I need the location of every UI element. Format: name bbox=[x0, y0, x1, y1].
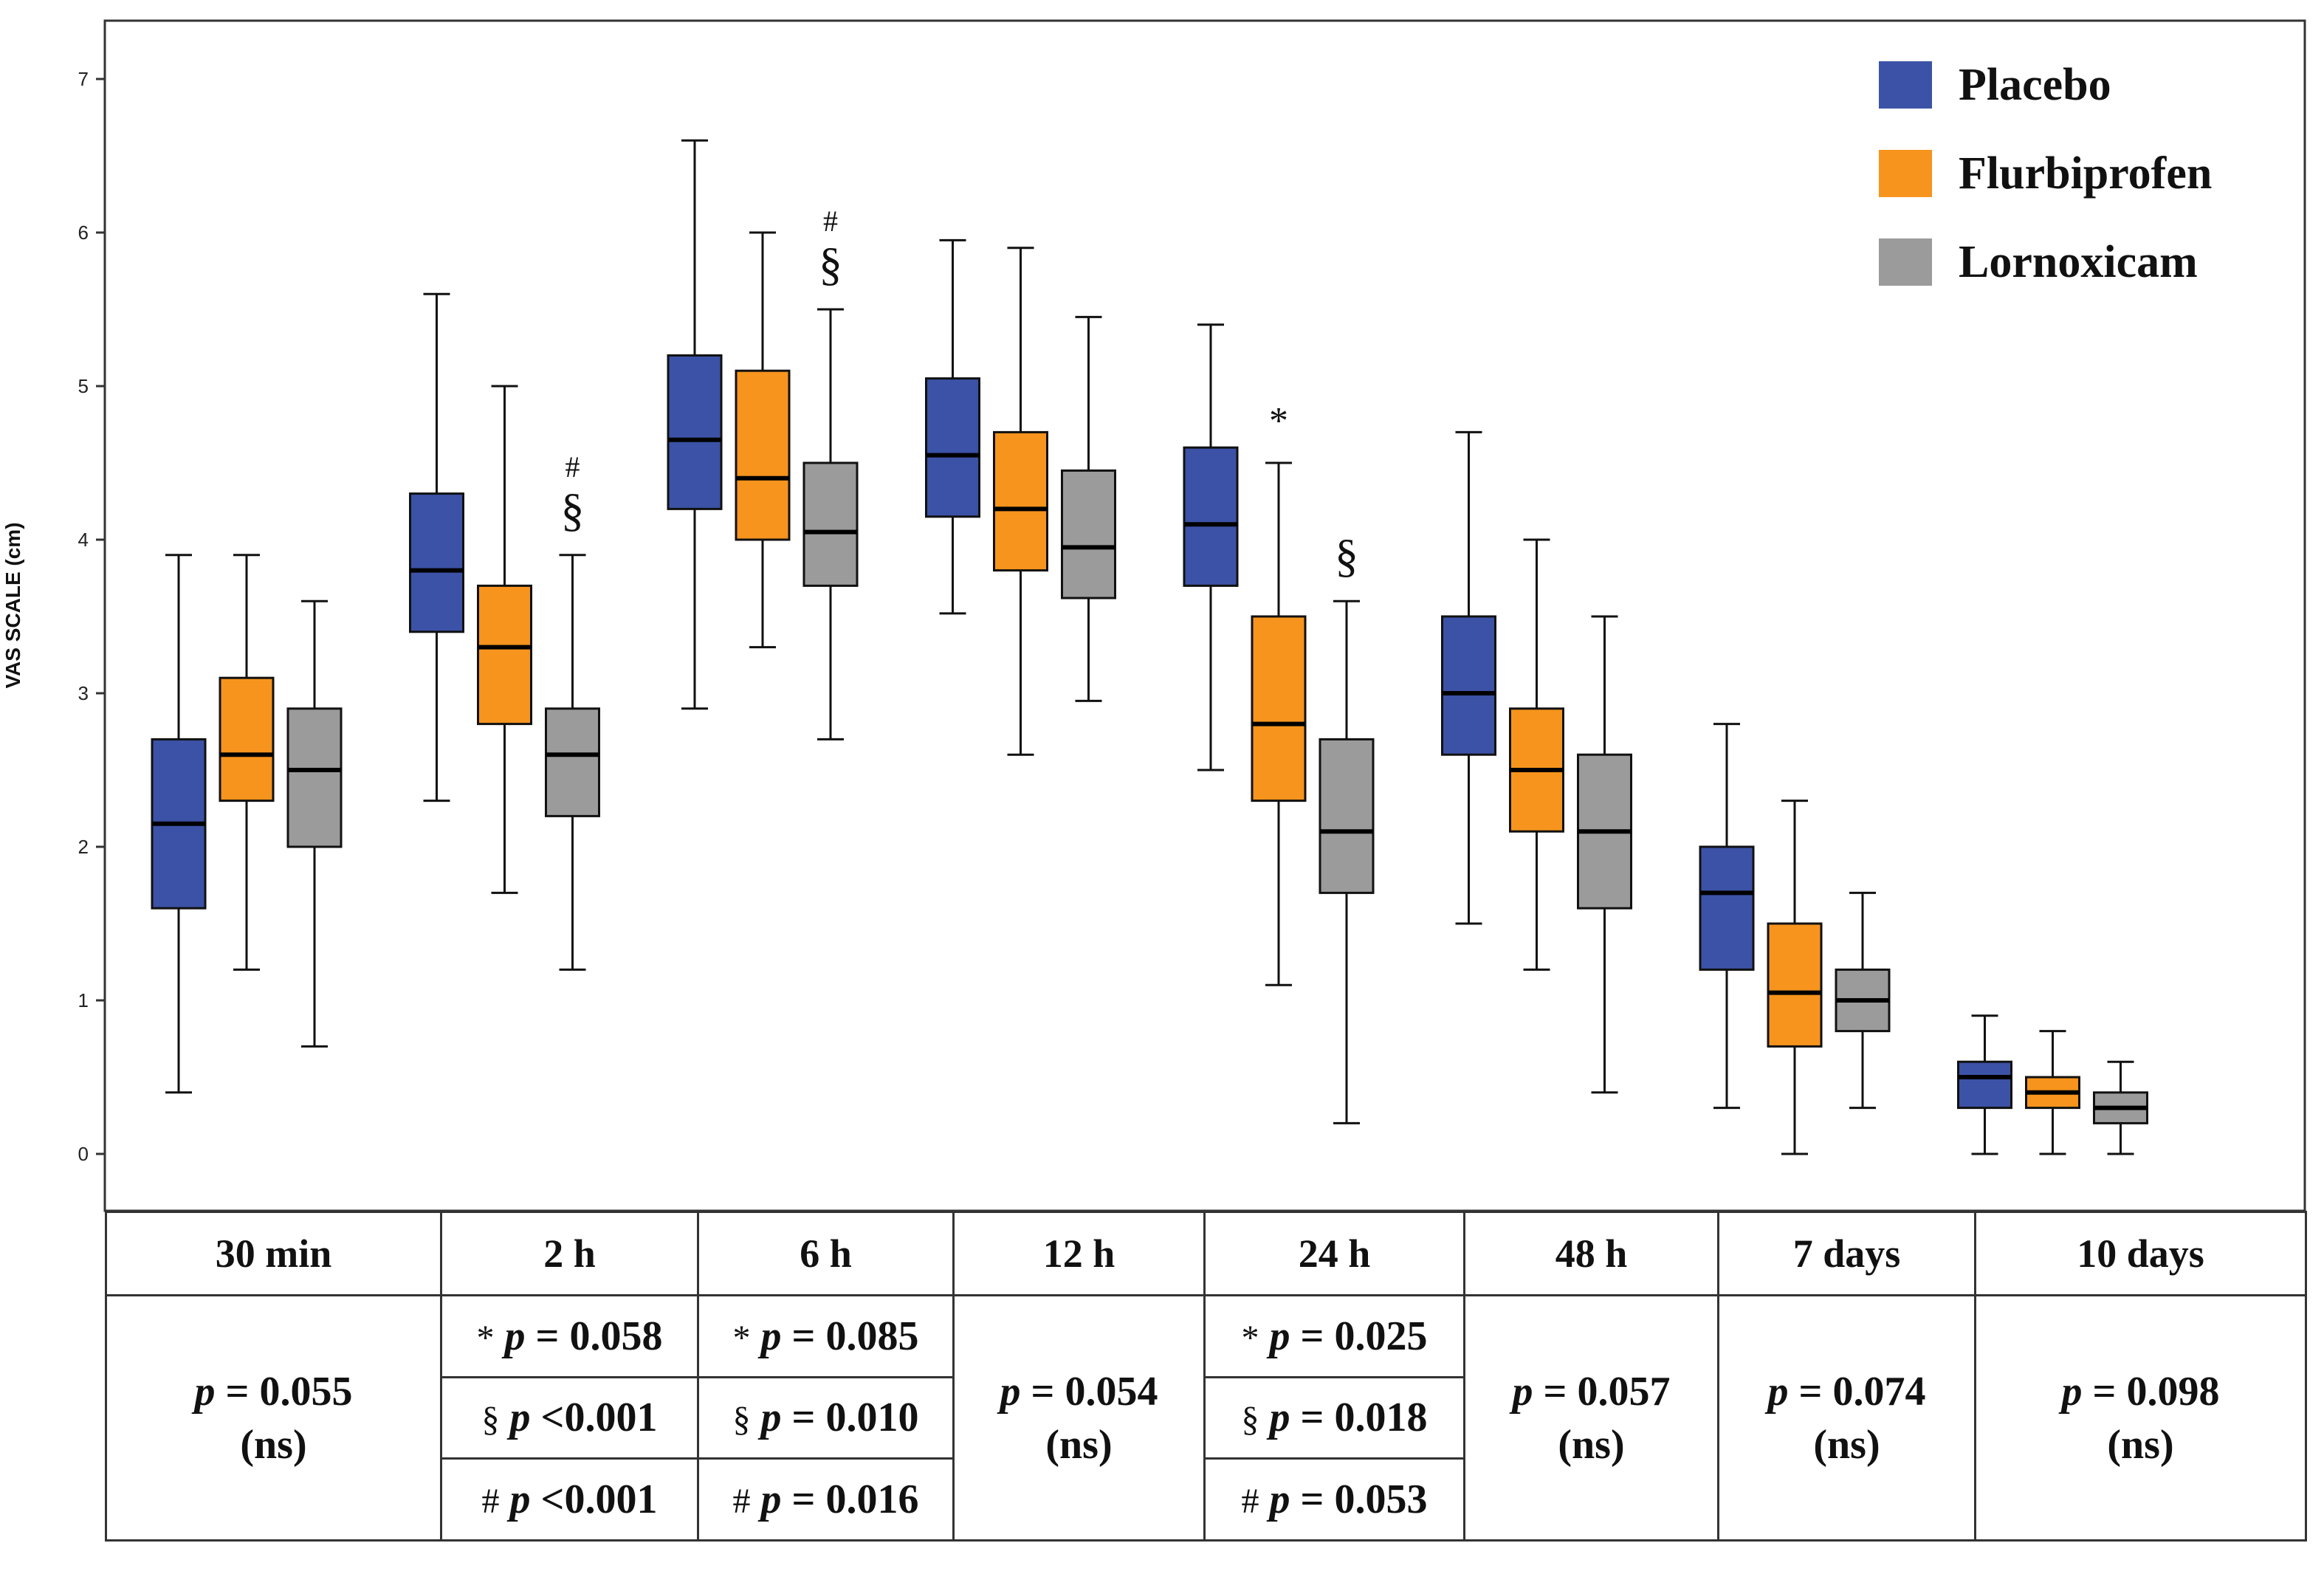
box-30min-lornoxicam bbox=[286, 707, 343, 848]
box-6h-flurbiprofen bbox=[735, 369, 791, 541]
pvalue-24h-star: * p = 0.025 bbox=[1203, 1294, 1465, 1378]
ns-12h: (ns) bbox=[1045, 1421, 1113, 1468]
table-row-3: # p <0.001 # p = 0.016 # p = 0.053 bbox=[106, 1457, 2306, 1542]
legend-item-lornoxicam: Lornoxicam bbox=[1879, 229, 2212, 295]
significance-marker: # bbox=[565, 450, 580, 484]
box-7days-flurbiprofen bbox=[1767, 922, 1823, 1048]
table-row-1: p = 0.055 (ns) * p = 0.058 * p = 0.085 p… bbox=[105, 1294, 2307, 1542]
pvalue-6h-star: * p = 0.085 bbox=[697, 1294, 955, 1378]
y-tick-label-3: 3 bbox=[78, 682, 89, 704]
box-24h-placebo bbox=[1183, 446, 1239, 587]
y-tick-label-6: 6 bbox=[78, 221, 89, 244]
box-48h-placebo bbox=[1441, 615, 1496, 756]
box-7days-placebo bbox=[1699, 845, 1755, 971]
header-10days: 10 days bbox=[1974, 1211, 2307, 1296]
chart-area: 0 1 2 3 4 5 6 7 § # § # * § bbox=[78, 19, 2306, 1212]
header-24h: 24 h bbox=[1203, 1211, 1465, 1296]
pvalue-cell-7days: p = 0.074 (ns) bbox=[1717, 1294, 1976, 1542]
legend-swatch-flurbiprofen bbox=[1879, 150, 1932, 197]
pvalue-cell-10days: p = 0.098 (ns) bbox=[1974, 1294, 2307, 1542]
pvalue-7days: = 0.074 bbox=[1798, 1368, 1926, 1415]
ns-7days: (ns) bbox=[1813, 1421, 1880, 1468]
box-30min-flurbiprofen bbox=[219, 676, 275, 803]
header-2h: 2 h bbox=[440, 1211, 699, 1296]
plot-frame bbox=[103, 19, 2306, 1212]
box-2h-placebo bbox=[409, 492, 464, 633]
pvalue-2h-star: * p = 0.058 bbox=[440, 1294, 699, 1378]
table-header-row: 30 min 2 h 6 h 12 h 24 h 48 h 7 days 10 … bbox=[105, 1211, 2307, 1296]
table-row-2: § p <0.001 § p = 0.010 § p = 0.018 bbox=[106, 1375, 2306, 1460]
y-tick-label-2: 2 bbox=[78, 836, 89, 858]
pvalue-6h-section: § p = 0.010 bbox=[697, 1375, 955, 1460]
pvalue-cell-48h: p = 0.057 (ns) bbox=[1463, 1294, 1719, 1542]
pvalue-24h-section: § p = 0.018 bbox=[1203, 1375, 1465, 1460]
ns-30min: (ns) bbox=[240, 1421, 307, 1468]
pvalue-48h: = 0.057 bbox=[1543, 1368, 1671, 1415]
header-48h: 48 h bbox=[1463, 1211, 1719, 1296]
box-6h-placebo bbox=[667, 354, 723, 510]
legend-item-placebo: Placebo bbox=[1879, 52, 2212, 118]
pvalue-2h-section: § p <0.001 bbox=[440, 1375, 699, 1460]
box-12h-lornoxicam bbox=[1061, 469, 1116, 599]
box-2h-flurbiprofen bbox=[477, 584, 532, 726]
pvalue-30min: = 0.055 bbox=[225, 1368, 353, 1415]
ns-48h: (ns) bbox=[1558, 1421, 1625, 1468]
y-tick-label-5: 5 bbox=[78, 375, 89, 397]
y-tick-label-1: 1 bbox=[78, 989, 89, 1011]
header-30min: 30 min bbox=[105, 1211, 442, 1296]
legend-label-flurbiprofen: Flurbiprofen bbox=[1959, 148, 2213, 199]
pvalue-24h-hash: # p = 0.053 bbox=[1203, 1457, 1465, 1542]
pvalue-cell-30min: p = 0.055 (ns) bbox=[105, 1294, 442, 1542]
pvalue-cell-12h: p = 0.054 (ns) bbox=[952, 1294, 1206, 1542]
box-2h-lornoxicam bbox=[545, 707, 600, 817]
box-12h-flurbiprofen bbox=[993, 430, 1048, 572]
box-24h-lornoxicam bbox=[1319, 738, 1375, 894]
y-tick-label-4: 4 bbox=[78, 529, 89, 551]
box-12h-placebo bbox=[925, 377, 980, 518]
box-24h-flurbiprofen bbox=[1251, 615, 1307, 803]
y-tick-label-7: 7 bbox=[78, 68, 89, 90]
header-7days: 7 days bbox=[1717, 1211, 1976, 1296]
significance-marker: # bbox=[823, 205, 838, 238]
pvalue-2h-hash: # p <0.001 bbox=[440, 1457, 699, 1542]
pvalue-10days: = 0.098 bbox=[2092, 1368, 2220, 1415]
ns-10days: (ns) bbox=[2107, 1421, 2174, 1468]
legend-swatch-lornoxicam bbox=[1879, 238, 1932, 286]
legend: Placebo Flurbiprofen Lornoxicam bbox=[1879, 52, 2212, 317]
legend-label-lornoxicam: Lornoxicam bbox=[1959, 236, 2198, 287]
significance-marker: § bbox=[1335, 529, 1358, 582]
legend-item-flurbiprofen: Flurbiprofen bbox=[1879, 140, 2212, 207]
pvalue-6h-hash: # p = 0.016 bbox=[697, 1457, 955, 1542]
box-6h-lornoxicam bbox=[802, 461, 859, 587]
y-axis-label-text: VAS SCALE (cm) bbox=[1, 522, 24, 689]
legend-swatch-placebo bbox=[1879, 61, 1932, 109]
significance-marker: § bbox=[561, 484, 585, 536]
significance-marker: * bbox=[1269, 400, 1288, 442]
legend-label-placebo: Placebo bbox=[1959, 59, 2111, 110]
y-tick-label-0: 0 bbox=[78, 1143, 89, 1165]
pvalue-12h: = 0.054 bbox=[1031, 1368, 1158, 1415]
header-12h: 12 h bbox=[952, 1211, 1206, 1296]
box-10days-placebo bbox=[1957, 1060, 2012, 1110]
p-value-table: 30 min 2 h 6 h 12 h 24 h 48 h 7 days 10 … bbox=[105, 1211, 2307, 1542]
header-6h: 6 h bbox=[697, 1211, 955, 1296]
significance-marker: § bbox=[819, 238, 842, 290]
